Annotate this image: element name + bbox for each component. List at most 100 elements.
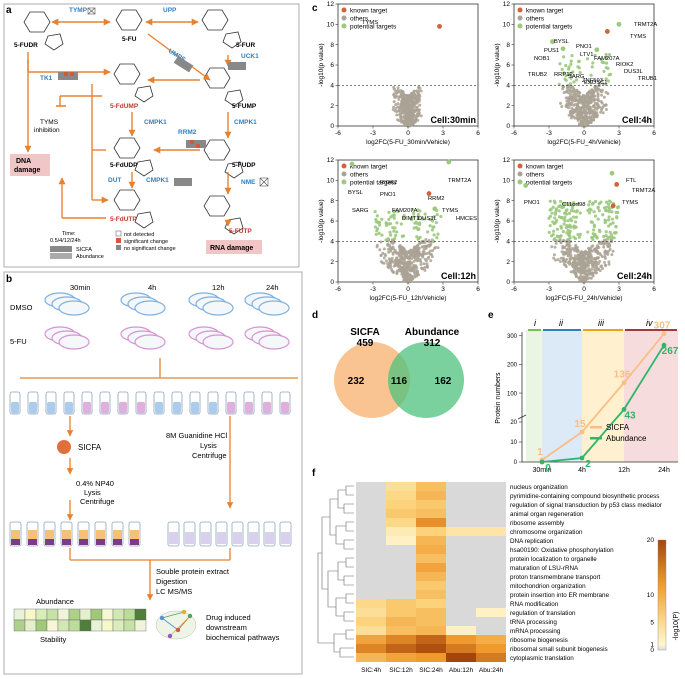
data-point (428, 224, 432, 228)
data-point (395, 256, 399, 260)
colorbar-ticks: 20 10 5 10 (647, 537, 655, 654)
data-point (416, 222, 420, 226)
np40-line1: 0.4% NP40 (76, 479, 114, 488)
data-point (604, 200, 609, 204)
data-point (593, 265, 597, 269)
data-point (598, 269, 602, 273)
heatmap-row-label: RNA modification (510, 601, 559, 608)
data-point (419, 89, 423, 93)
data-point (387, 210, 391, 214)
gene-label: TYMS (362, 20, 378, 26)
data-point (572, 224, 576, 228)
data-point (379, 253, 383, 257)
data-point (602, 95, 606, 99)
data-point (565, 212, 569, 216)
data-point (559, 224, 563, 228)
data-point (559, 101, 563, 105)
heatmap-cell (356, 635, 386, 644)
legend-dot (341, 163, 347, 169)
heatmap-cell (476, 599, 506, 608)
data-label: 1 (537, 447, 543, 458)
data-point (398, 265, 402, 269)
tube-liquid (263, 401, 271, 414)
legend-dot (517, 7, 523, 13)
dish (58, 334, 90, 350)
data-point (394, 260, 398, 264)
data-point (397, 97, 401, 101)
heatmap-cell (416, 527, 446, 536)
legend-label: known target (350, 8, 387, 15)
data-point (423, 268, 427, 272)
heatmap-cell (386, 617, 416, 626)
heatmap-cell (476, 590, 506, 599)
data-point (607, 73, 611, 77)
data-point (593, 101, 597, 105)
data-point (575, 106, 579, 110)
data-point (429, 259, 433, 263)
data-point (393, 248, 397, 252)
data-point (577, 112, 581, 116)
panel-e-letter: e (488, 310, 494, 321)
stability-cell (46, 619, 59, 632)
x-tick-label: -6 (511, 130, 517, 137)
legend-label: known target (350, 164, 387, 171)
data-point (404, 115, 408, 119)
gene-label: RIOK2 (616, 62, 633, 68)
data-point (410, 261, 414, 265)
data-point (590, 100, 594, 104)
pathway-network-icon (155, 609, 197, 640)
heatmap-row-label: ribosome biogenesis (510, 637, 568, 644)
data-point (415, 245, 419, 249)
guanidine-line2: Lysis (200, 441, 217, 450)
data-point (593, 214, 598, 218)
heatmap-cell (416, 608, 446, 617)
abundance-cell (123, 608, 136, 621)
data-point (607, 210, 611, 214)
heatmap-cell (446, 644, 476, 653)
data-point (568, 223, 572, 227)
x-tick-label: -3 (546, 130, 552, 137)
x-tick-label: 4h (578, 467, 586, 474)
data-point (412, 215, 416, 219)
data-point (596, 105, 600, 109)
y-tick-label: 4 (506, 83, 510, 90)
y-tick-label: 8 (330, 198, 334, 205)
data-point (551, 232, 555, 237)
heatmap-cell (356, 527, 386, 536)
gene-label: FAM207A (594, 56, 620, 62)
data-point (569, 257, 573, 261)
x-axis-label: log2FC(5-FU_12h/Vehicle) (370, 295, 447, 302)
data-point (575, 246, 579, 250)
data-point (380, 233, 384, 237)
colorbar-tick-label: 1 (650, 642, 654, 649)
series-point (661, 331, 667, 337)
data-point (582, 271, 586, 275)
x-axis-label: log2FC(5-FU_30min/Vehicle) (366, 139, 450, 146)
legend-label: others (526, 172, 545, 179)
data-point (389, 233, 393, 237)
heatmap-row-label: regulation of signal transduction by p53… (510, 502, 662, 509)
rna-damage-box (206, 240, 262, 254)
gene-label: NOB1 (534, 56, 550, 62)
data-point (391, 214, 395, 218)
data-point (567, 231, 572, 235)
data-point (430, 255, 434, 259)
heatmap-cell (356, 491, 386, 500)
y-tick-label: 10 (510, 440, 517, 446)
y-tick-label: 2 (506, 259, 510, 266)
data-point (410, 118, 414, 122)
heatmap-cell (416, 545, 446, 554)
heatmap-cell (416, 563, 446, 572)
heatmap-col-label: Abu:24h (479, 667, 504, 674)
data-point (402, 279, 406, 283)
data-point (569, 62, 573, 66)
metabolite-5-futp: 5-FUTP (229, 228, 252, 235)
gene-label: PNO1 (380, 192, 396, 198)
data-label: 0 (545, 463, 551, 474)
heatmap-cell (386, 491, 416, 500)
data-point (553, 212, 558, 216)
gene-label: PNO1 (524, 200, 540, 206)
data-point (392, 216, 396, 220)
tube-liquid (11, 530, 20, 539)
heatmap-cell (476, 545, 506, 554)
